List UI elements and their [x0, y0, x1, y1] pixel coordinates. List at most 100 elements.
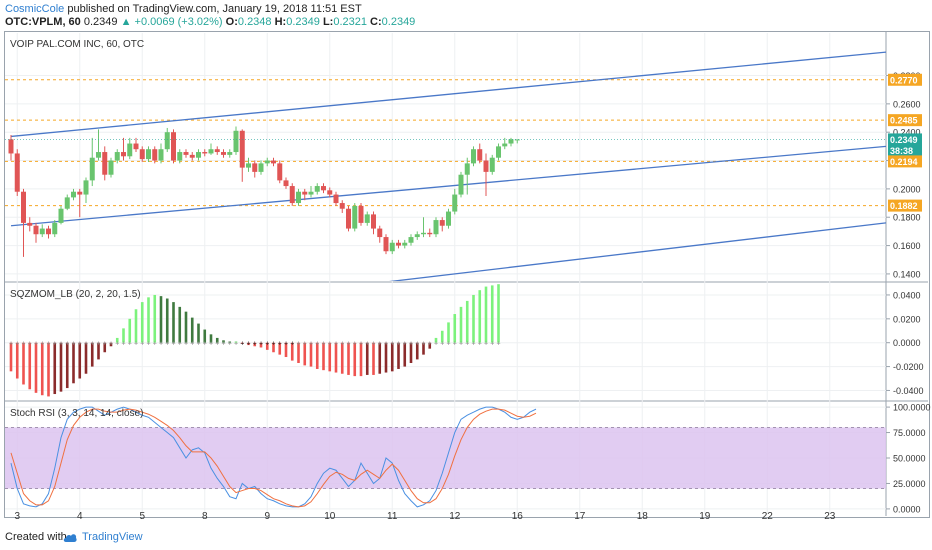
momentum-bar [378, 342, 382, 374]
momentum-bar [490, 285, 494, 343]
momentum-bar [353, 342, 357, 377]
candle-body [514, 139, 520, 141]
momentum-bar [447, 322, 450, 343]
stoch-rsi-pane-title: Stoch RSI (3, 3, 14, 14, close) [10, 408, 143, 419]
candle-body [33, 225, 39, 235]
squeeze-dot: + [203, 341, 207, 348]
squeeze-dot: + [390, 341, 394, 348]
momentum-bar [453, 314, 457, 343]
publish-line: CosmicCole published on TradingView.com,… [5, 3, 362, 15]
squeeze-dot: + [496, 341, 500, 348]
momentum-bar [115, 337, 119, 343]
momentum-bar [103, 342, 107, 353]
overbought-oversold-band [5, 427, 886, 489]
momentum-bar [209, 334, 213, 343]
momentum-bar [403, 342, 407, 367]
momentum-bar [428, 342, 432, 349]
candle-body [164, 132, 170, 150]
trend-channel-line [389, 222, 886, 281]
candle-body [471, 149, 476, 164]
momentum-bar [340, 342, 344, 374]
momentum-axis-label: 0.0000 [893, 338, 921, 348]
squeeze-dot: + [209, 341, 213, 348]
momentum-bar [97, 342, 100, 360]
squeeze-dot: + [140, 341, 144, 348]
candle-body [289, 186, 295, 204]
squeeze-dot: + [328, 341, 332, 348]
candle-body [77, 191, 83, 195]
candle-body [196, 152, 201, 158]
candle-body [177, 152, 183, 161]
squeeze-dot: + [334, 341, 338, 348]
candle-body [383, 237, 389, 252]
momentum-bar [272, 342, 275, 353]
candle-body [271, 160, 276, 164]
author-link[interactable]: CosmicCole [5, 3, 65, 15]
squeeze-dot: + [146, 341, 150, 348]
momentum-bar [303, 342, 307, 366]
price-axis-label: 0.1400 [893, 269, 921, 279]
x-tick-label: 19 [699, 511, 711, 522]
momentum-axis-label: 0.0400 [893, 290, 921, 300]
footer: Created with TradingView [0, 528, 932, 550]
x-tick-label: 5 [139, 511, 145, 522]
candle-body [108, 160, 114, 175]
candle-body [146, 149, 151, 160]
level-price-label: 0.1882 [890, 201, 918, 211]
candle-body [208, 149, 214, 154]
ohlc-line: OTC:VPLM, 60 0.2349 ▲ +0.0069 (+3.02%) O… [5, 16, 415, 28]
squeeze-dot: + [190, 341, 194, 348]
squeeze-dot: + [9, 341, 13, 348]
candle-body [477, 149, 483, 161]
squeeze-dot: + [353, 341, 357, 348]
squeeze-dot: + [178, 341, 182, 348]
momentum-bar [259, 342, 263, 348]
low-value: 0.2321 [333, 16, 367, 28]
candle-body [364, 214, 370, 223]
momentum-bar [484, 286, 488, 343]
candle-body [302, 191, 308, 195]
momentum-bar [309, 342, 313, 367]
squeeze-dot: + [471, 341, 475, 348]
momentum-bar [184, 311, 188, 343]
stoch-rsi-axis-label: 0.0000 [893, 504, 921, 514]
candle-body [121, 152, 126, 157]
chart-header: CosmicCole published on TradingView.com,… [0, 0, 932, 30]
price-pane-title: VOIP PAL.COM INC, 60, OTC [10, 39, 144, 50]
candle-body [46, 228, 51, 235]
candle-body [408, 237, 414, 243]
squeeze-dot: + [440, 341, 444, 348]
squeeze-dot: + [215, 341, 219, 348]
chart-frame [4, 31, 930, 518]
candle-body [102, 152, 108, 175]
tradingview-logo-text[interactable]: TradingView [82, 531, 143, 543]
last-price-label: 0.2349 [890, 135, 918, 145]
squeeze-dot: + [159, 341, 163, 348]
squeeze-dot: + [484, 341, 488, 348]
candle-body [352, 205, 358, 229]
candle-body [452, 194, 458, 212]
symbol-label: OTC:VPLM, 60 [5, 16, 81, 28]
momentum-bar [222, 340, 225, 343]
squeeze-dot: + [46, 341, 50, 348]
x-tick-label: 23 [824, 511, 836, 522]
candle-body [389, 242, 395, 252]
squeeze-dot: + [371, 341, 375, 348]
momentum-bar [172, 302, 175, 343]
candle-body [114, 152, 120, 161]
squeeze-dot: + [459, 341, 463, 348]
x-tick-label: 10 [324, 511, 336, 522]
momentum-bar [59, 342, 63, 392]
squeeze-dot: + [309, 341, 313, 348]
squeeze-dot: + [196, 341, 200, 348]
x-tick-label: 12 [449, 511, 461, 522]
price-pane [5, 33, 886, 281]
squeeze-dot: + [359, 341, 363, 348]
candle-body [508, 139, 514, 144]
momentum-bar [465, 300, 469, 343]
momentum-bar [84, 342, 88, 374]
candle-body [327, 190, 333, 195]
x-tick-label: 4 [77, 511, 83, 522]
high-value: 0.2349 [286, 16, 320, 28]
